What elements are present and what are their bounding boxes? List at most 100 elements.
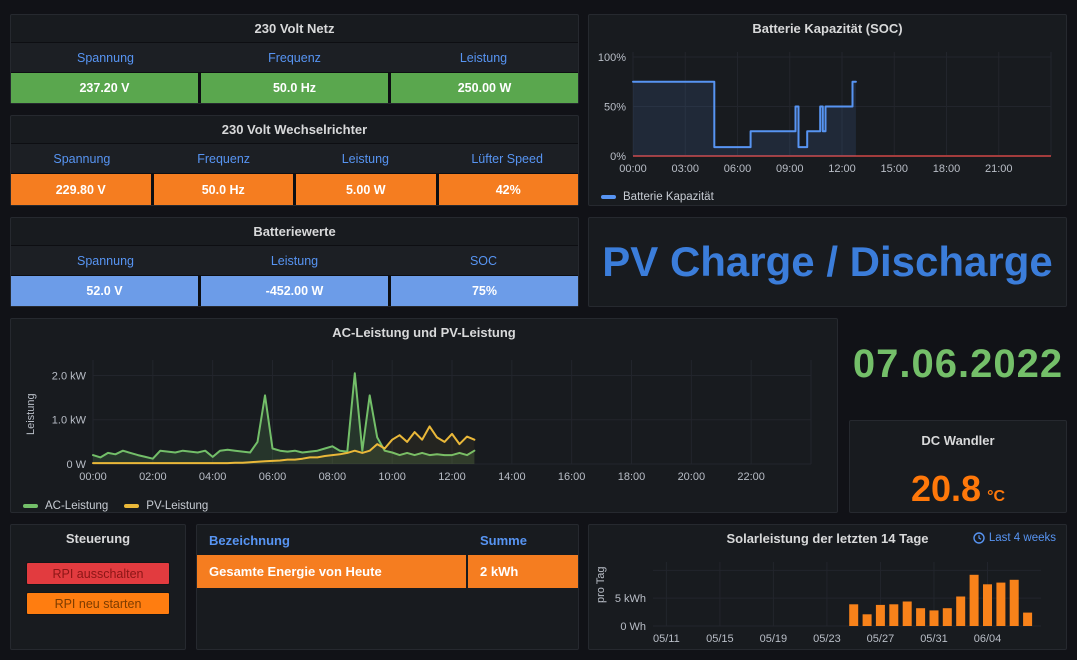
time-range-link[interactable]: Last 4 weeks	[973, 532, 1056, 544]
legend-item-pv-leistung[interactable]: PV-Leistung	[124, 500, 208, 512]
panel-230v-netz: 230 Volt Netz Spannung Frequenz Leistung…	[10, 14, 579, 104]
svg-text:50%: 50%	[604, 101, 626, 113]
panel-dc-wandler: DC Wandler 20.8 °C	[849, 420, 1067, 513]
legend-swatch	[23, 504, 38, 508]
svg-text:100%: 100%	[598, 52, 626, 64]
svg-text:06:00: 06:00	[724, 163, 752, 175]
svg-text:04:00: 04:00	[199, 471, 227, 483]
table-value-row: 52.0 V -452.00 W 75%	[11, 276, 578, 306]
table-header-row: Spannung Frequenz Leistung	[11, 43, 578, 73]
panel-solar-chart: Solarleistung der letzten 14 Tage Last 4…	[588, 524, 1067, 650]
col-header-summe: Summe	[480, 532, 527, 548]
value-cell-leistung: 5.00 W	[296, 174, 436, 205]
dc-temperature-unit: °C	[987, 488, 1006, 505]
svg-text:05/31: 05/31	[920, 633, 948, 645]
svg-text:0%: 0%	[610, 151, 626, 163]
svg-text:2.0 kW: 2.0 kW	[52, 370, 87, 382]
col-header: SOC	[469, 253, 498, 268]
svg-text:12:00: 12:00	[438, 471, 466, 483]
panel-energy-table: Bezeichnung Summe Gesamte Energie von He…	[196, 524, 579, 650]
svg-text:0 Wh: 0 Wh	[620, 621, 646, 633]
svg-text:05/15: 05/15	[706, 633, 734, 645]
svg-text:18:00: 18:00	[933, 163, 961, 175]
value-cell-spannung: 229.80 V	[11, 174, 151, 205]
table-header-row: Spannung Leistung SOC	[11, 246, 578, 276]
value-cell-leistung: 250.00 W	[391, 73, 578, 103]
svg-text:22:00: 22:00	[737, 471, 765, 483]
legend-label: Batterie Kapazität	[623, 191, 714, 203]
svg-text:06:00: 06:00	[259, 471, 287, 483]
value-cell-spannung: 52.0 V	[11, 276, 198, 306]
date-value: 07.06.2022	[852, 341, 1064, 386]
value-cell-luefter: 42%	[438, 174, 578, 205]
svg-text:00:00: 00:00	[79, 471, 107, 483]
svg-text:05/27: 05/27	[867, 633, 895, 645]
svg-text:05/23: 05/23	[813, 633, 841, 645]
y-axis-label: Leistung	[25, 393, 37, 435]
svg-text:12:00: 12:00	[828, 163, 856, 175]
y-axis-label: pro Tag	[595, 566, 607, 603]
table-header-row: Spannung Frequenz Leistung Lüfter Speed	[11, 144, 578, 174]
value-cell-leistung: -452.00 W	[201, 276, 388, 306]
panel-title: DC Wandler	[921, 433, 995, 448]
panel-title: Steuerung	[65, 531, 131, 546]
energy-sum-cell: 2 kWh	[468, 555, 578, 588]
col-header: Frequenz	[197, 151, 251, 166]
col-header: Spannung	[76, 50, 134, 65]
panel-ac-pv-chart: AC-Leistung und PV-Leistung Leistung 00:…	[10, 318, 838, 513]
legend-item-batterie-kapazitaet[interactable]: Batterie Kapazität	[601, 191, 714, 203]
legend-label: AC-Leistung	[45, 500, 109, 512]
soc-chart-plot[interactable]: 00:00 03:00 06:00 09:00 12:00 15:00 18:00 21:00…	[589, 42, 1066, 182]
svg-text:21:00: 21:00	[985, 163, 1013, 175]
pv-charge-discharge-text: PV Charge / Discharge	[602, 238, 1053, 285]
rpi-shutdown-button[interactable]: RPI ausschalten	[26, 562, 170, 585]
dc-temperature-value: 20.8	[910, 468, 982, 509]
ac-pv-chart-plot[interactable]: 00:00 02:00 04:00 06:00 08:00 10:00 12:00 14:00…	[11, 346, 837, 491]
value-cell-soc: 75%	[391, 276, 578, 306]
col-header: Lüfter Speed	[471, 151, 543, 166]
svg-text:02:00: 02:00	[139, 471, 167, 483]
svg-text:15:00: 15:00	[880, 163, 908, 175]
value-cell-frequenz: 50.0 Hz	[201, 73, 388, 103]
col-header: Spannung	[76, 253, 134, 268]
svg-text:00:00: 00:00	[619, 163, 647, 175]
panel-title: Batterie Kapazität (SOC)	[752, 21, 903, 36]
svg-text:03:00: 03:00	[671, 163, 699, 175]
energy-name-cell: Gesamte Energie von Heute	[197, 555, 466, 588]
svg-text:05/11: 05/11	[653, 633, 680, 645]
col-header: Leistung	[341, 151, 389, 166]
solar-chart-plot[interactable]: 05/11 05/15 05/19 05/23 05/27 05/31 06/04 0 Wh 5…	[589, 552, 1066, 649]
panel-date: 07.06.2022	[849, 318, 1067, 410]
panel-title: 230 Volt Wechselrichter	[11, 116, 578, 144]
svg-text:1.0 kW: 1.0 kW	[52, 415, 87, 427]
col-header: Leistung	[270, 253, 319, 268]
svg-text:08:00: 08:00	[319, 471, 347, 483]
panel-pv-charge-text: PV Charge / Discharge	[588, 217, 1067, 307]
value-cell-spannung: 237.20 V	[11, 73, 198, 103]
table-value-row: 229.80 V 50.0 Hz 5.00 W 42%	[11, 174, 578, 205]
col-header: Frequenz	[268, 50, 321, 65]
svg-text:10:00: 10:00	[378, 471, 406, 483]
panel-title: Batteriewerte	[11, 218, 578, 246]
svg-text:18:00: 18:00	[618, 471, 646, 483]
svg-text:0 W: 0 W	[66, 459, 86, 471]
rpi-restart-button[interactable]: RPI neu starten	[26, 592, 170, 615]
legend-swatch	[601, 195, 616, 199]
col-header-bezeichnung: Bezeichnung	[209, 532, 290, 548]
legend-item-ac-leistung[interactable]: AC-Leistung	[23, 500, 108, 512]
panel-steuerung: Steuerung RPI ausschalten RPI neu starte…	[10, 524, 186, 650]
panel-title: 230 Volt Netz	[11, 15, 578, 43]
col-header: Leistung	[459, 50, 508, 65]
clock-icon	[973, 532, 985, 544]
time-range-label: Last 4 weeks	[988, 532, 1056, 544]
table-row: Gesamte Energie von Heute 2 kWh	[197, 555, 578, 588]
panel-wechselrichter: 230 Volt Wechselrichter Spannung Frequen…	[10, 115, 579, 206]
value-cell-frequenz: 50.0 Hz	[153, 174, 293, 205]
col-header: Spannung	[53, 151, 111, 166]
svg-text:5 kWh: 5 kWh	[615, 593, 646, 605]
svg-text:14:00: 14:00	[498, 471, 526, 483]
legend-swatch	[124, 504, 140, 508]
table-header-row: Bezeichnung Summe	[197, 525, 578, 555]
svg-text:16:00: 16:00	[558, 471, 586, 483]
